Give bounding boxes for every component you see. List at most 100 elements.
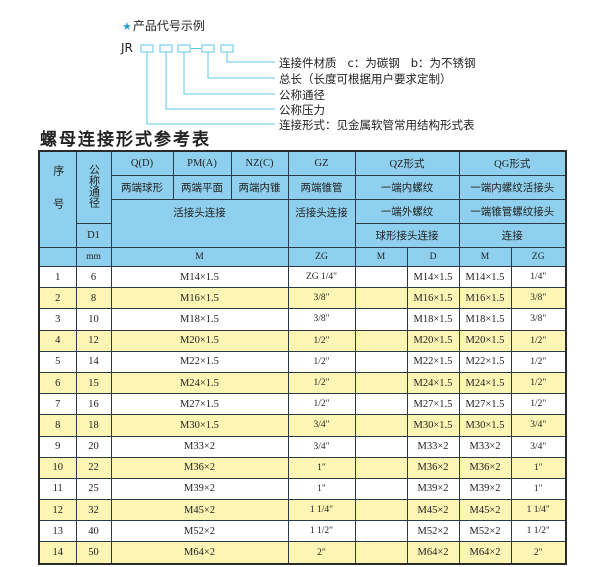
cell-qz-d: M36×2 [406,456,460,479]
cell-dn: 40 [75,520,112,543]
cell-qz-m [354,393,408,416]
nut-connection-table: 序号 公称通径 Q(D) PM(A) NZ(C) GZ QZ形式 QG形式 两端… [38,150,567,565]
cell-m: M33×2 [110,435,289,458]
cell-m: M24×1.5 [110,371,289,395]
header-qg-desc2: 一端锥管螺纹接头 [458,199,567,224]
code-box-length [201,44,215,53]
cell-qg-m: M36×2 [458,456,512,479]
cell-seq: 5 [38,350,77,373]
cell-seq: 6 [38,371,77,395]
cell-qg-zg: 1" [510,456,567,479]
header-qz-desc2: 一端外螺纹 [354,199,460,224]
cell-seq: 2 [38,287,77,310]
table-row: 13 40 M52×2 1 1/2" M52×2 M52×2 1 1/2" [38,520,567,543]
cell-dn: 32 [75,499,112,522]
star-icon: ★ [122,20,132,33]
table-row: 8 18 M30×1.5 3/4" M30×1.5 M30×1.5 3/4" [38,414,567,437]
cell-qz-d: M33×2 [406,435,460,458]
cell-zg: 1 1/4" [287,499,356,522]
cell-qz-d: M24×1.5 [406,371,460,395]
cell-m: M27×1.5 [110,393,289,416]
note-pressure: 公称压力 [279,103,325,117]
cell-qz-m [354,520,408,543]
cell-dn: 22 [75,456,112,479]
cell-zg: ZG 1/4" [287,265,356,289]
leader-line [146,52,275,125]
cell-m: M52×2 [110,520,289,543]
cell-qg-m: M18×1.5 [458,308,512,331]
code-example-title: ★产品代号示例 [122,17,205,34]
leader-line [226,52,275,63]
cell-seq: 12 [38,499,77,522]
header-nz: NZ(C) [230,150,289,176]
cell-qg-zg: 1/4" [510,265,567,289]
cell-qg-zg: 1 1/4" [510,499,567,522]
cell-qz-m [354,541,408,565]
cell-qz-d: M64×2 [406,541,460,565]
header-qg-desc3: 连接 [458,223,567,248]
table-row: 9 20 M33×2 3/4" M33×2 M33×2 3/4" [38,435,567,458]
header-d1: D1 [75,223,112,248]
header-qd-desc: 两端球形 [110,175,174,200]
cell-qz-m [354,435,408,458]
cell-zg: 1/2" [287,329,356,352]
cell-dn: 25 [75,477,112,501]
header-pm: PM(A) [172,150,232,176]
cell-m: M30×1.5 [110,414,289,437]
header-seq-blank [38,247,77,267]
cell-zg: 1 1/2" [287,520,356,543]
cell-qz-m [354,350,408,373]
header-dn-text: 公称通径 [87,164,100,208]
cell-qg-zg: 1/2" [510,393,567,416]
cell-zg: 1" [287,456,356,479]
table-row: 14 50 M64×2 2" M64×2 M64×2 2" [38,541,567,565]
cell-seq: 9 [38,435,77,458]
header-col-zg: ZG [287,247,356,267]
cell-qz-d: M39×2 [406,477,460,501]
cell-m: M64×2 [110,541,289,565]
cell-qz-m [354,265,408,289]
leader-line [207,52,275,79]
header-qz-desc1: 一端内螺纹 [354,175,460,200]
cell-qz-d: M16×1.5 [406,287,460,310]
cell-qz-d: M14×1.5 [406,265,460,289]
cell-zg: 1/2" [287,350,356,373]
header-qz-m: M [354,247,408,267]
header-qg-desc1: 一端内螺纹活接头 [458,175,567,200]
leader-line [165,52,275,110]
cell-qz-m [354,371,408,395]
cell-zg: 3/4" [287,435,356,458]
cell-seq: 14 [38,541,77,565]
table-row: 10 22 M36×2 1" M36×2 M36×2 1" [38,456,567,479]
cell-qg-zg: 1 1/2" [510,520,567,543]
cell-m: M14×1.5 [110,265,289,289]
table-body: 1 6 M14×1.5 ZG 1/4" M14×1.5 M14×1.5 1/4" 2 8 M16×… [38,265,567,565]
table-row: 11 25 M39×2 1" M39×2 M39×2 1" [38,477,567,501]
header-union-desc: 活接头连接 [110,199,289,248]
note-diameter: 公称通径 [279,88,325,102]
leader-line [183,52,275,95]
cell-qz-m [354,329,408,352]
cell-dn: 50 [75,541,112,565]
cell-qg-m: M30×1.5 [458,414,512,437]
cell-zg: 3/8" [287,308,356,331]
code-prefix: JR [121,41,133,55]
cell-qg-zg: 1/2" [510,350,567,373]
cell-m: M16×1.5 [110,287,289,310]
note-length: 总长（长度可根据用户要求定制） [279,72,452,86]
cell-zg: 3/4" [287,414,356,437]
cell-qg-m: M22×1.5 [458,350,512,373]
cell-qg-zg: 1/2" [510,371,567,395]
cell-qg-zg: 1/2" [510,329,567,352]
cell-qg-zg: 2" [510,541,567,565]
header-gz: GZ [287,150,356,176]
cell-seq: 11 [38,477,77,501]
cell-dn: 20 [75,435,112,458]
table-title: 螺母连接形式参考表 [40,130,211,150]
cell-zg: 3/8" [287,287,356,310]
cell-qg-zg: 3/4" [510,414,567,437]
cell-qg-zg: 3/4" [510,435,567,458]
table-row: 7 16 M27×1.5 1/2" M27×1.5 M27×1.5 1/2" [38,393,567,416]
table-row: 2 8 M16×1.5 3/8" M16×1.5 M16×1.5 3/8" [38,287,567,310]
code-example-title-text: 产品代号示例 [132,19,205,33]
